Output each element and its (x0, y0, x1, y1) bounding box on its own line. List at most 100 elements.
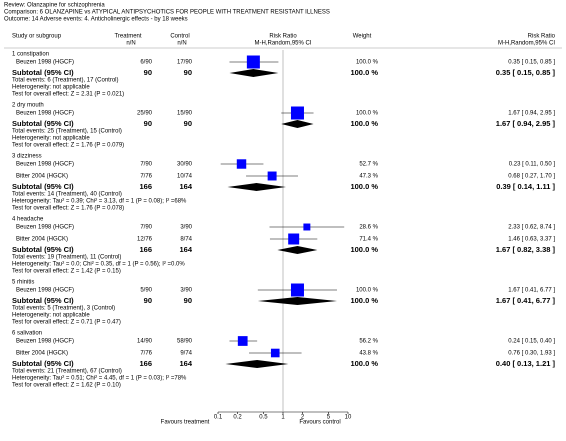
treatment-events: 5/90 (140, 288, 152, 294)
control-events: 58/90 (177, 339, 193, 345)
weight: 43.8 % (359, 351, 378, 357)
column-header: n/N (177, 41, 186, 47)
subtotal-label: Subtotal (95% CI) (12, 119, 74, 128)
subtotal-label: Subtotal (95% CI) (12, 182, 74, 191)
control-events: 3/90 (180, 225, 192, 231)
subgroup-note: Total events: 5 (Treatment), 3 (Control) (12, 306, 115, 312)
treatment-events: 7/76 (140, 174, 152, 180)
treatment-events: 7/76 (140, 351, 152, 357)
comparison: Comparison: 6 OLANZAPINE vs ATYPICAL ANT… (4, 10, 330, 16)
effect: 0.68 [ 0.27, 1.70 ] (508, 174, 555, 180)
weight: 52.7 % (359, 162, 378, 168)
subtotal-effect: 1.67 [ 0.94, 2.95 ] (496, 119, 556, 128)
subgroup-note: Heterogeneity: not applicable (12, 85, 90, 91)
study-name: Beuzen 1998 (HGCF) (16, 60, 74, 66)
subtotal-treatment: 90 (144, 296, 152, 305)
subgroup-note: Total events: 21 (Treatment), 67 (Contro… (12, 369, 122, 375)
weight: 100.0 % (356, 288, 379, 294)
treatment-events: 7/90 (140, 162, 152, 168)
group-name: 4 headache (12, 217, 44, 223)
subtotal-treatment: 166 (139, 245, 152, 254)
column-header: Control (170, 34, 189, 40)
subtotal-label: Subtotal (95% CI) (12, 296, 74, 305)
column-header: M-H,Random,95% CI (254, 41, 311, 47)
point-estimate (236, 159, 247, 169)
outcome: Outcome: 14 Adverse events: 4. Anticholi… (4, 17, 188, 23)
subtotal-weight: 100.0 % (350, 119, 378, 128)
point-estimate (290, 283, 304, 297)
control-events: 8/74 (180, 237, 192, 243)
diamond (277, 246, 318, 254)
column-header: n/N (126, 41, 135, 47)
subtotal-treatment: 90 (144, 119, 152, 128)
point-estimate (288, 233, 300, 245)
column-header: Study or subgroup (12, 34, 62, 40)
subtotal-treatment: 166 (139, 182, 152, 191)
subgroup-note: Test for overall effect: Z = 1.76 (P = 0… (12, 143, 124, 149)
point-estimate (246, 55, 260, 69)
group-name: 3 dizziness (12, 154, 42, 160)
effect: 0.23 [ 0.11, 0.50 ] (509, 162, 556, 168)
subgroup-note: Heterogeneity: Tau² = 0.39; Chi² = 3.13,… (12, 199, 187, 205)
study-name: Beuzen 1998 (HGCF) (16, 111, 74, 117)
subtotal-control: 90 (184, 68, 192, 77)
study-name: Bitter 2004 (HGCK) (16, 351, 68, 357)
point-estimate (270, 348, 280, 358)
study-name: Beuzen 1998 (HGCF) (16, 339, 74, 345)
subgroup-note: Test for overall effect: Z = 0.71 (P = 0… (12, 320, 121, 326)
x-tick-label: 0.1 (214, 415, 223, 421)
subgroup-note: Total events: 6 (Treatment), 17 (Control… (12, 78, 119, 84)
effect: 0.35 [ 0.15, 0.85 ] (508, 60, 555, 66)
subtotal-control: 90 (184, 119, 192, 128)
subgroup-note: Heterogeneity: not applicable (12, 313, 90, 319)
subtotal-control: 90 (184, 296, 192, 305)
point-estimate (267, 171, 277, 181)
treatment-events: 14/90 (137, 339, 153, 345)
subtotal-treatment: 166 (139, 359, 152, 368)
subtotal-effect: 0.40 [ 0.13, 1.21 ] (496, 359, 556, 368)
weight: 71.4 % (359, 237, 378, 243)
weight: 100.0 % (356, 60, 379, 66)
effect: 2.33 [ 0.62, 8.74 ] (508, 225, 555, 231)
effect: 0.24 [ 0.15, 0.40 ] (508, 339, 555, 345)
x-tick-label: 1 (281, 415, 285, 421)
weight: 100.0 % (356, 111, 379, 117)
diamond (257, 297, 337, 305)
group-name: 1 constipation (12, 52, 49, 58)
treatment-events: 6/90 (140, 60, 152, 66)
treatment-events: 7/90 (140, 225, 152, 231)
group-name: 6 salivation (12, 331, 42, 337)
subtotal-weight: 100.0 % (350, 359, 378, 368)
subtotal-label: Subtotal (95% CI) (12, 359, 74, 368)
subgroup-note: Total events: 25 (Treatment), 15 (Contro… (12, 129, 122, 135)
subgroup-note: Heterogeneity: Tau² = 0.51; Chi² = 4.45,… (12, 376, 187, 382)
subtotal-effect: 0.35 [ 0.15, 0.85 ] (496, 68, 556, 77)
point-estimate (303, 223, 311, 231)
subtotal-control: 164 (179, 182, 192, 191)
effect: 1.67 [ 0.94, 2.95 ] (508, 111, 555, 117)
column-header: Weight (353, 34, 372, 40)
subgroup-note: Test for overall effect: Z = 1.42 (P = 0… (12, 269, 121, 275)
subgroup-note: Test for overall effect: Z = 1.62 (P = 0… (12, 383, 121, 389)
study-name: Beuzen 1998 (HGCF) (16, 162, 74, 168)
weight: 28.6 % (359, 225, 378, 231)
diamond (281, 120, 314, 128)
effect: 1.46 [ 0.63, 3.37 ] (508, 237, 555, 243)
group-name: 2 dry mouth (12, 103, 44, 109)
subtotal-weight: 100.0 % (350, 182, 378, 191)
effect: 1.67 [ 0.41, 6.77 ] (508, 288, 555, 294)
control-events: 10/74 (177, 174, 193, 180)
weight: 47.3 % (359, 174, 378, 180)
study-name: Beuzen 1998 (HGCF) (16, 225, 74, 231)
point-estimate (290, 106, 304, 120)
subtotal-treatment: 90 (144, 68, 152, 77)
diamond (227, 183, 286, 191)
point-estimate (237, 336, 248, 346)
x-tick-label: 2 (301, 415, 305, 421)
subgroup-note: Test for overall effect: Z = 2.31 (P = 0… (12, 92, 124, 98)
subgroup-note: Heterogeneity: Tau² = 0.0; Chi² = 0.35, … (12, 262, 185, 268)
study-name: Bitter 2004 (HGCK) (16, 174, 68, 180)
control-events: 3/90 (180, 288, 192, 294)
subtotal-weight: 100.0 % (350, 296, 378, 305)
subgroup-note: Total events: 14 (Treatment), 40 (Contro… (12, 192, 122, 198)
